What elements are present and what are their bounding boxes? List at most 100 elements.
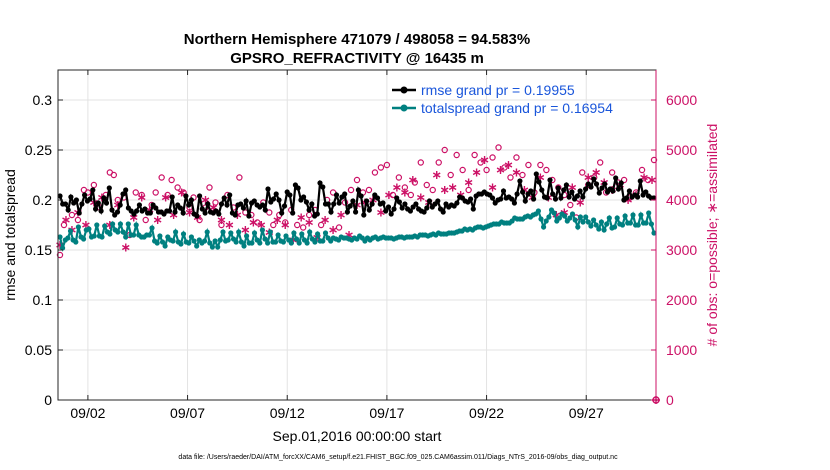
totalspread-point [257, 240, 263, 246]
totalspread-point [614, 215, 620, 221]
totalspread-point [173, 229, 179, 235]
x-axis-label: Sep.01,2016 00:00:00 start [273, 428, 442, 444]
y-left-tick-label: 0 [44, 392, 52, 408]
assimilated-point [161, 193, 170, 202]
rmse-point [273, 191, 279, 197]
assimilated-point [648, 176, 656, 184]
rmse-point [361, 212, 367, 218]
rmse-point [290, 210, 296, 216]
totalspread-point [94, 222, 100, 228]
assimilated-point [464, 178, 473, 187]
rmse-point [552, 196, 559, 202]
totalspread-point [596, 226, 602, 232]
rmse-point [347, 203, 353, 209]
possible-point [567, 201, 574, 209]
totalspread-point [75, 224, 81, 230]
possible-point [638, 166, 646, 174]
rmse-point [194, 213, 200, 219]
totalspread-point [643, 220, 649, 226]
y-right-tick-label: 0 [666, 392, 674, 408]
rmse-point [114, 209, 121, 215]
rmse-point [169, 194, 175, 200]
rmse-point [355, 187, 361, 193]
legend-spread-label: totalspread grand pr = 0.16954 [421, 100, 613, 116]
totalspread-point [67, 228, 74, 234]
totalspread-point [215, 244, 221, 250]
assimilated-point [121, 243, 130, 252]
totalspread-point [320, 238, 326, 244]
y-right-tick-label: 3000 [666, 242, 697, 258]
rmse-point [500, 188, 507, 194]
rmse-point [183, 193, 189, 199]
totalspread-point [580, 219, 586, 225]
rmse-point [522, 198, 528, 204]
y-axis-left-label: rmse and totalspread [2, 169, 18, 301]
possible-point [417, 159, 424, 166]
possible-point [266, 209, 273, 216]
totalspread-point [157, 233, 163, 239]
totalspread-point [244, 233, 250, 239]
legend-spread-marker [400, 104, 408, 112]
possible-point [377, 164, 385, 171]
rmse-point [262, 207, 268, 213]
rmse-point [637, 178, 643, 184]
rmse-point [580, 194, 586, 200]
rmse-point [383, 208, 389, 214]
totalspread-point [630, 212, 636, 218]
totalspread-point [233, 239, 239, 245]
rmse-point [385, 204, 392, 210]
assimilated-point [592, 168, 601, 177]
possible-point [90, 181, 98, 189]
possible-point [168, 176, 175, 184]
possible-point [459, 166, 466, 174]
totalspread-point [619, 222, 626, 228]
rmse-point [344, 209, 350, 215]
totalspread-point [220, 229, 226, 235]
rmse-point [342, 191, 348, 197]
possible-point [371, 169, 379, 176]
possible-point [608, 169, 616, 176]
rmse-point [172, 209, 178, 215]
assimilated-point [241, 226, 250, 234]
possible-point [435, 159, 442, 166]
rmse-point [610, 188, 616, 194]
rmse-point [87, 196, 93, 202]
totalspread-point [236, 229, 242, 235]
rmse-point [76, 210, 82, 216]
rmse-point [306, 207, 312, 213]
rmse-point [188, 197, 194, 203]
assimilated-point [385, 191, 393, 199]
assimilated-point [584, 173, 593, 182]
rmse-point [624, 195, 630, 201]
assimilated-point [225, 221, 234, 229]
rmse-point [618, 180, 624, 186]
totalspread-point [535, 208, 542, 214]
possible-point [483, 166, 490, 174]
totalspread-point [81, 236, 87, 242]
totalspread-point [283, 233, 289, 239]
totalspread-point [541, 224, 547, 230]
legend: rmse grand pr = 0.19955 totalspread gran… [392, 82, 613, 116]
rmse-point [320, 184, 326, 190]
rmse-point [643, 189, 649, 195]
rmse-point [240, 205, 246, 211]
rmse-point [336, 200, 342, 206]
rmse-point [514, 191, 520, 197]
possible-point [519, 171, 526, 179]
totalspread-point [598, 219, 605, 225]
rmse-point [221, 195, 227, 201]
y-right-tick-label: 2000 [666, 292, 697, 308]
x-tick-label: 09/17 [369, 405, 404, 421]
rmse-point [73, 197, 79, 203]
totalspread-point [569, 211, 576, 217]
totalspread-point [291, 230, 297, 236]
rmse-point [396, 199, 402, 205]
rmse-point [511, 200, 517, 206]
assimilated-point [472, 168, 481, 177]
rmse-point [536, 179, 542, 185]
rmse-point [596, 190, 602, 196]
rmse-point [489, 195, 496, 201]
totalspread-point [209, 244, 215, 250]
rmse-point [591, 176, 597, 182]
rmse-point [309, 201, 315, 207]
